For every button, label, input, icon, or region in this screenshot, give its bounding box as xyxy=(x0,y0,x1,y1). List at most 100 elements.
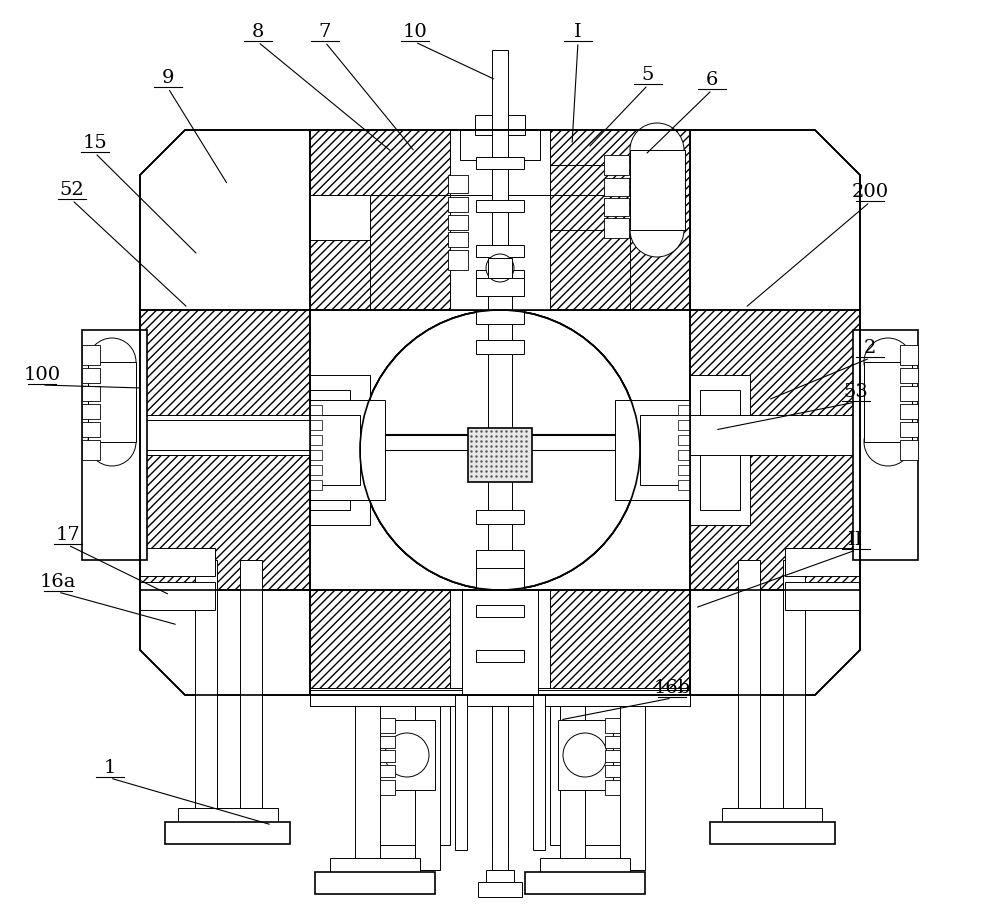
Bar xyxy=(448,250,468,270)
Bar xyxy=(330,858,420,876)
Bar xyxy=(380,780,395,795)
Bar xyxy=(488,450,512,620)
Bar xyxy=(476,157,524,169)
Circle shape xyxy=(88,338,136,386)
Circle shape xyxy=(630,203,684,257)
Text: 1: 1 xyxy=(104,759,116,777)
Bar xyxy=(448,197,468,212)
Bar xyxy=(455,695,467,850)
Bar xyxy=(82,368,100,383)
Bar xyxy=(492,50,508,850)
Bar xyxy=(310,415,360,485)
Bar xyxy=(900,440,918,460)
Text: 16a: 16a xyxy=(40,573,76,591)
Bar xyxy=(450,195,550,310)
Bar xyxy=(468,428,532,482)
Bar xyxy=(310,590,690,695)
Bar xyxy=(448,232,468,247)
Bar xyxy=(605,750,620,762)
Bar xyxy=(310,390,350,510)
Polygon shape xyxy=(310,195,370,310)
Bar xyxy=(310,690,690,706)
Bar xyxy=(900,345,918,365)
Bar xyxy=(310,400,385,500)
Bar xyxy=(448,215,468,230)
Bar xyxy=(615,400,690,500)
Bar xyxy=(476,550,524,568)
Bar xyxy=(82,422,100,437)
Text: 53: 53 xyxy=(844,383,868,401)
Polygon shape xyxy=(630,195,690,310)
Bar xyxy=(604,178,629,196)
Bar xyxy=(678,480,690,490)
Bar xyxy=(476,560,524,590)
Bar xyxy=(415,695,440,870)
Bar xyxy=(476,245,524,257)
Text: I: I xyxy=(574,23,582,41)
Bar xyxy=(370,695,450,845)
Bar xyxy=(450,130,550,310)
Bar xyxy=(785,582,860,610)
Polygon shape xyxy=(550,130,690,310)
Text: 8: 8 xyxy=(252,23,264,41)
Bar xyxy=(722,808,822,828)
Bar xyxy=(630,150,685,230)
Bar xyxy=(195,560,217,820)
Bar xyxy=(678,435,690,445)
Polygon shape xyxy=(310,590,450,695)
Bar xyxy=(853,330,918,560)
Bar xyxy=(558,720,613,790)
Circle shape xyxy=(864,418,912,466)
Bar xyxy=(240,560,262,820)
Bar xyxy=(476,270,524,282)
Polygon shape xyxy=(310,590,690,695)
Bar xyxy=(678,450,690,460)
Polygon shape xyxy=(375,700,445,840)
Bar xyxy=(462,590,538,695)
Polygon shape xyxy=(140,310,310,590)
Bar xyxy=(700,390,740,510)
Bar xyxy=(82,330,147,560)
Bar xyxy=(82,386,100,401)
Bar xyxy=(310,405,322,415)
Bar xyxy=(605,765,620,777)
Bar xyxy=(450,590,550,695)
Circle shape xyxy=(88,418,136,466)
Bar xyxy=(380,718,395,733)
Polygon shape xyxy=(690,310,860,590)
Bar xyxy=(88,362,136,442)
Bar xyxy=(476,510,524,524)
Bar xyxy=(785,548,860,576)
Bar xyxy=(310,375,370,525)
Text: 15: 15 xyxy=(83,134,107,152)
Bar xyxy=(488,280,512,450)
Bar xyxy=(560,695,585,870)
Bar xyxy=(604,198,629,216)
Bar xyxy=(380,720,435,790)
Bar xyxy=(380,736,395,748)
Bar xyxy=(738,560,760,820)
Bar xyxy=(310,435,322,445)
Text: 52: 52 xyxy=(60,181,84,199)
Polygon shape xyxy=(555,700,625,840)
Bar xyxy=(460,130,540,160)
Bar xyxy=(82,440,100,460)
Bar xyxy=(630,150,685,230)
Text: 7: 7 xyxy=(319,23,331,41)
Bar xyxy=(690,310,860,590)
Bar xyxy=(605,736,620,748)
Polygon shape xyxy=(140,130,860,695)
Text: 200: 200 xyxy=(851,183,889,201)
Bar xyxy=(690,375,750,525)
Bar xyxy=(492,695,508,895)
Bar xyxy=(476,278,524,296)
Bar xyxy=(488,258,512,278)
Bar xyxy=(310,450,322,460)
Circle shape xyxy=(360,310,640,590)
Bar xyxy=(380,750,395,762)
Bar xyxy=(678,405,690,415)
Bar xyxy=(310,130,690,310)
Bar xyxy=(140,420,315,450)
Circle shape xyxy=(385,733,429,777)
Bar xyxy=(310,465,322,475)
